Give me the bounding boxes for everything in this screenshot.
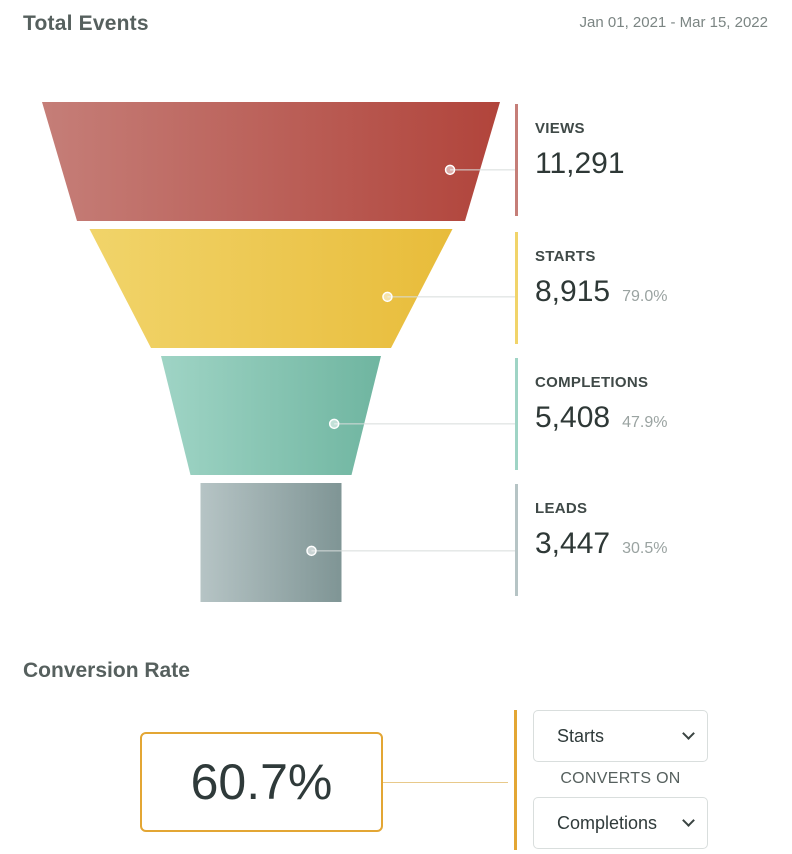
funnel-segment-leads[interactable] [200, 483, 342, 602]
connector-dot-leads [306, 545, 317, 557]
stage-completions: COMPLETIONS 5,408 47.9% [515, 358, 775, 470]
connector-dot-starts [382, 291, 393, 303]
stage-views: VIEWS 11,291 [515, 104, 775, 216]
funnel-segment-completions[interactable] [161, 356, 381, 475]
to-stage-select-value: Completions [557, 812, 658, 833]
from-stage-select[interactable]: Starts [533, 710, 708, 762]
funnel-segment-starts[interactable] [89, 229, 453, 348]
funnel-chart [42, 102, 515, 602]
page-title: Total Events [23, 12, 149, 35]
conversion-rate-value: 60.7% [140, 732, 383, 832]
chevron-down-icon [682, 727, 695, 740]
chevron-down-icon [682, 814, 695, 827]
stage-value: 8,915 [535, 275, 611, 308]
stage-name: COMPLETIONS [535, 374, 649, 391]
stage-percentage: 47.9% [622, 414, 668, 431]
conversion-accent-bar [514, 710, 517, 850]
from-stage-select-value: Starts [557, 725, 605, 746]
stage-starts: STARTS 8,915 79.0% [515, 232, 775, 344]
connector-dot-views [444, 164, 456, 176]
connector-dot-completions [328, 418, 340, 430]
stage-leads: LEADS 3,447 30.5% [515, 484, 775, 596]
funnel-segment-views[interactable] [42, 102, 500, 221]
conversion-rate-title: Conversion Rate [23, 659, 190, 682]
stage-name: VIEWS [535, 120, 585, 137]
stage-value: 11,291 [535, 147, 625, 180]
stage-name: STARTS [535, 248, 596, 265]
stage-name: LEADS [535, 500, 588, 517]
stage-value: 3,447 [535, 527, 611, 560]
stage-percentage: 79.0% [622, 288, 668, 305]
date-range[interactable]: Jan 01, 2021 - Mar 15, 2022 [579, 14, 768, 31]
stage-percentage: 30.5% [622, 540, 668, 557]
to-stage-select[interactable]: Completions [533, 797, 708, 849]
stage-value: 5,408 [535, 401, 611, 434]
rate-connector-line [383, 782, 508, 783]
converts-on-label: CONVERTS ON [560, 770, 681, 787]
